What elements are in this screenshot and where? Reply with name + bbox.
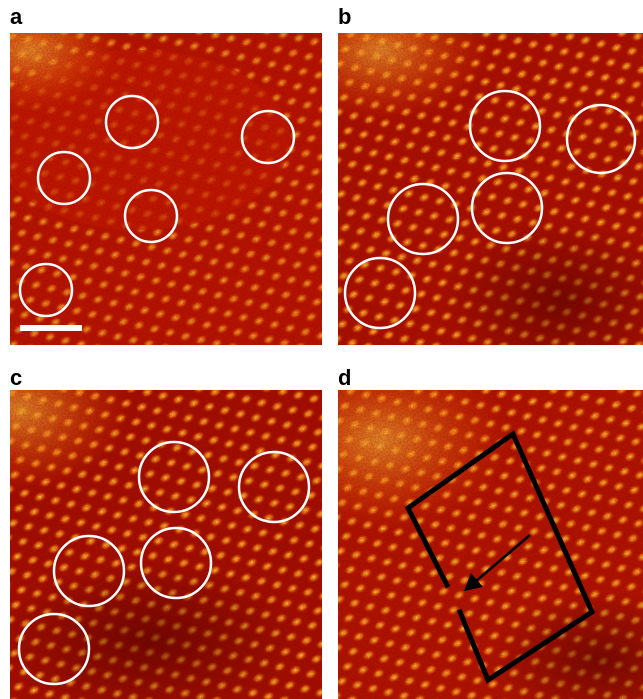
panel-label: d [338, 365, 351, 390]
panel-a-image [0, 0, 322, 345]
panel-b-image [270, 0, 643, 380]
figure: a b c d [0, 0, 643, 699]
panel-label: b [338, 4, 351, 29]
panel-label: c [10, 365, 22, 390]
page: {"panels": [{"label": "a"}, {"label": "b… [0, 0, 643, 699]
panel-c-image [0, 330, 322, 699]
panel-label: a [10, 4, 23, 29]
scale-bar [20, 325, 82, 331]
